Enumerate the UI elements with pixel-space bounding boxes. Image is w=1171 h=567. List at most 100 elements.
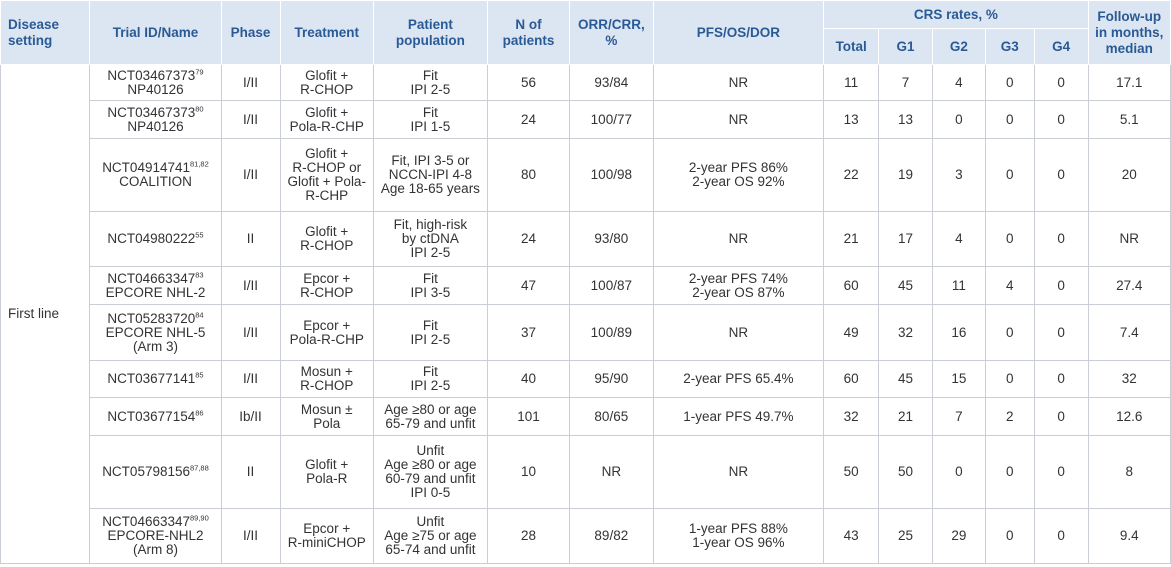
orr-crr-cell: 93/84 [569,64,654,101]
trial-id-line: NCT0491474181,82 [93,160,217,175]
trial-id-line: NP40126 [93,82,217,97]
n-patients-cell: 40 [486,360,571,398]
header-pfs-os-dor: PFS/OS/DOR [652,0,825,65]
trial-id-text: NCT03677141 [107,371,196,386]
orr-crr-cell: 100/89 [569,304,654,361]
treatment-cell: Epcor + R-miniCHOP [279,508,374,564]
trial-id-text: EPCORE-NHL2 [107,528,204,543]
followup-cell: 20 [1087,138,1171,212]
trial-id-line: NCT0466334783 [93,271,217,286]
phase-cell: II [220,211,281,267]
population-cell-line: Age ≥80 or age [384,401,477,417]
trial-id-text: NCT04980222 [107,231,196,246]
crs-g4-cell: 0 [1033,100,1089,139]
reference-superscript: 85 [195,370,204,380]
crs-g1-cell: 50 [878,435,933,509]
crs-g2-cell: 0 [931,435,986,509]
crs-g1-cell: 32 [878,304,933,361]
treatment-cell-line: R-CHOP [300,81,354,97]
header-crs-g1: G1 [878,28,933,65]
population-cell: Fit IPI 2-5 [373,64,488,101]
pfs-os-dor-cell: NR [652,304,825,361]
trial-id-cell: NCT0491474181,82 COALITION [89,138,222,212]
table-row: First line NCT0346737379 NP40126 I/II Glofit… [0,64,1171,564]
treatment-cell-line: R-CHOP [300,238,354,253]
crs-total-cell: 50 [823,435,880,509]
crs-g1-cell: 19 [878,138,933,212]
crs-g2-cell: 16 [931,304,986,361]
trial-id-line: EPCORE NHL-5 [93,324,217,340]
population-cell-line: Unfit [416,443,445,458]
table-header: Disease setting Trial ID/Name Phase Trea… [0,0,1171,65]
trial-id-cell: NCT0367714185 [89,360,222,398]
crs-g4-cell: 0 [1033,360,1089,398]
pfs-os-dor-cell-line: 2-year PFS 65.4% [683,371,794,386]
header-treatment: Treatment [279,0,374,65]
crs-total-cell: 60 [823,266,880,305]
treatment-cell-line: R-CHP [305,188,349,203]
phase-cell: I/II [220,64,281,101]
trial-id-text: EPCORE NHL-5 [105,324,206,340]
crs-total-cell: 21 [823,211,880,267]
treatment-cell: Glofit + Pola-R-CHP [279,100,374,139]
phase-cell: I/II [220,266,281,305]
trial-id-line: EPCORE NHL-2 [93,285,217,300]
crs-g1-cell: 45 [878,266,933,305]
crs-g4-cell: 0 [1033,508,1089,564]
trial-id-line: NCT0498022255 [93,231,217,246]
treatment-cell-line: Glofit + [305,457,349,472]
population-cell-line: Fit, IPI 3-5 or [391,153,470,168]
population-cell-line: Unfit [416,514,445,529]
trial-id-text: NP40126 [127,118,184,134]
treatment-cell-line: Epcor + [303,521,351,536]
population-cell-line: Age ≥80 or age [384,457,477,472]
population-cell-line: Fit [422,104,438,120]
crs-g4-cell: 0 [1033,64,1089,101]
treatment-cell-line: Pola-R [306,471,348,486]
crs-g2-cell: 7 [931,397,986,436]
trial-id-text: COALITION [119,174,192,189]
population-cell-line: Fit [422,317,438,333]
followup-cell: 7.4 [1087,304,1171,361]
n-patients-cell: 28 [486,508,571,564]
n-patients-cell: 24 [486,211,571,267]
trial-id-line: (Arm 8) [93,543,217,557]
treatment-cell-line: R-CHOP [300,378,354,393]
header-disease-setting: Disease setting [0,0,91,65]
header-phase: Phase [220,0,281,65]
crs-g3-cell: 2 [984,397,1035,436]
trial-id-line: NP40126 [93,118,217,134]
treatment-cell-line: R-CHOP or [292,160,362,175]
trial-id-cell: NCT0466334783 EPCORE NHL-2 [89,266,222,305]
treatment-cell-line: Mosun ± [300,401,353,417]
treatment-cell-line: Pola-R-CHP [289,118,364,134]
crs-g4-cell: 0 [1033,304,1089,361]
table-row: NCT0498022255 II Glofit + R-CHOP Fit, high-r… [1,211,1171,267]
treatment-cell: Epcor + R-CHOP [279,266,374,305]
crs-total-cell: 13 [823,100,880,139]
crs-total-cell: 32 [823,397,880,436]
table-row: NCT0579815687,88 II Glofit + Pola-R Unfit Age… [1,435,1171,509]
crs-total-cell: 22 [823,138,880,212]
followup-cell: NR [1087,211,1171,267]
crs-total-cell: 43 [823,508,880,564]
crs-g2-cell: 4 [931,211,986,267]
crs-g1-cell: 45 [878,360,933,398]
crs-g3-cell: 0 [984,211,1035,267]
treatment-cell-line: Pola [313,415,341,431]
treatment-cell-line: Glofit + [305,104,349,120]
phase-cell: I/II [220,304,281,361]
crs-g2-cell: 0 [931,100,986,139]
population-cell-line: IPI 2-5 [410,245,451,260]
treatment-cell-line: Pola-R-CHP [289,331,364,347]
reference-superscript: 86 [195,408,204,417]
pfs-os-dor-cell-line: 1-year PFS 88% [688,521,788,536]
table-body: First line NCT0346737379 NP40126 I/II Glofit… [0,64,1171,564]
crs-total-cell: 60 [823,360,880,398]
header-followup: Follow-up in months, median [1087,0,1171,65]
trial-id-cell: NCT0367715486 [89,397,222,436]
population-cell-line: NCCN-IPI 4-8 [388,167,473,182]
pfs-os-dor-cell-line: NR [728,111,749,127]
followup-cell: 17.1 [1087,64,1171,101]
crs-g2-cell: 29 [931,508,986,564]
